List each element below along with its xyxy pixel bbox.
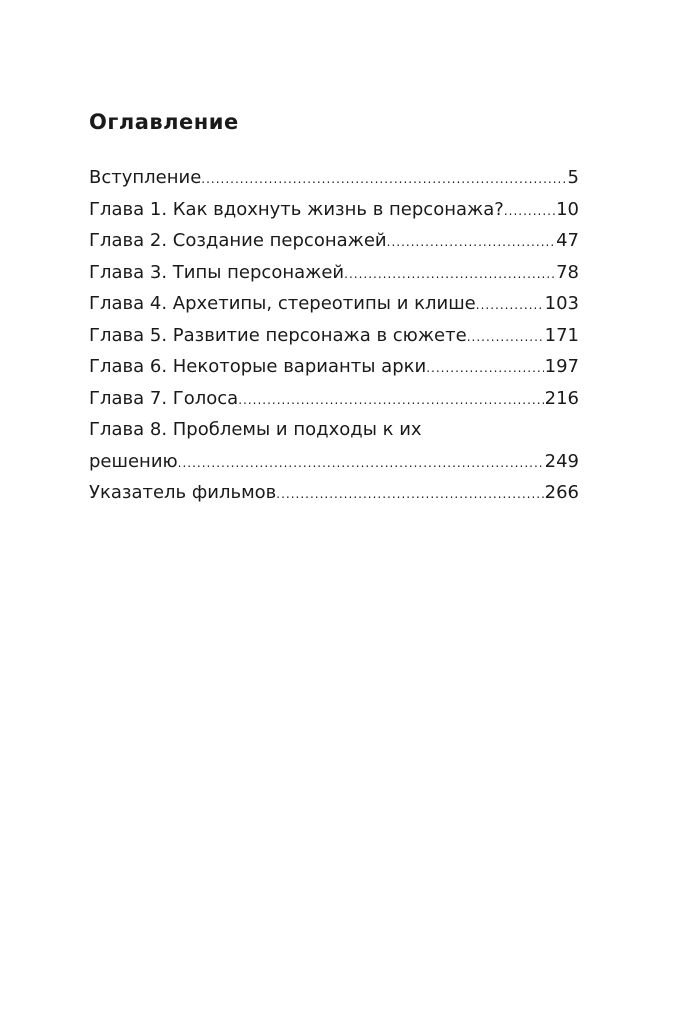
toc-entry[interactable]: Глава 5. Развитие персонажа в сюжете 171 — [89, 325, 579, 357]
toc-label: Глава 3. Типы персонажей — [89, 261, 345, 283]
toc-entry[interactable]: Глава 7. Голоса 216 — [89, 388, 579, 420]
toc-label: Глава 4. Архетипы, стереотипы и клише — [89, 293, 476, 314]
toc-label: Глава 2. Создание персонажей — [89, 230, 387, 251]
leader-dots — [178, 456, 544, 470]
leader-dots — [476, 298, 544, 312]
toc-label: Глава 8. Проблемы и подходы к их — [89, 419, 422, 440]
toc-page: 10 — [556, 198, 579, 220]
leader-dots — [344, 267, 555, 281]
toc-page: 47 — [556, 230, 579, 251]
toc-entry[interactable]: Глава 8. Проблемы и подходы к их — [89, 419, 579, 451]
table-of-contents: Вступление 5 Глава 1. Как вдохнуть жизнь … — [89, 167, 579, 514]
leader-dots — [504, 204, 555, 218]
leader-dots — [426, 361, 543, 375]
toc-label: Глава 5. Развитие персонажа в сюжете — [89, 324, 467, 346]
leader-dots — [238, 393, 543, 407]
toc-entry[interactable]: Глава 1. Как вдохнуть жизнь в персонажа?… — [89, 199, 579, 231]
page-title: Оглавление — [89, 110, 239, 134]
leader-dots — [467, 330, 544, 344]
toc-page: 266 — [544, 482, 579, 503]
toc-entry[interactable]: Вступление 5 — [89, 167, 579, 199]
toc-page: 197 — [544, 356, 579, 377]
toc-entry[interactable]: Указатель фильмов 266 — [89, 482, 579, 514]
toc-entry-continued[interactable]: решению 249 — [89, 451, 579, 483]
toc-label: Глава 1. Как вдохнуть жизнь в персонажа? — [89, 198, 504, 220]
toc-entry[interactable]: Глава 3. Типы персонажей 78 — [89, 262, 579, 294]
leader-dots — [387, 235, 555, 249]
toc-page: 249 — [544, 450, 579, 472]
leader-dots — [201, 172, 566, 186]
toc-label: Указатель фильмов — [89, 482, 277, 503]
toc-entry[interactable]: Глава 6. Некоторые варианты арки 197 — [89, 356, 579, 388]
toc-label: Глава 6. Некоторые варианты арки — [89, 356, 427, 377]
toc-entry[interactable]: Глава 2. Создание персонажей 47 — [89, 230, 579, 262]
toc-label: Глава 7. Голоса — [89, 387, 239, 409]
leader-dots — [276, 487, 543, 501]
toc-page: 216 — [544, 387, 579, 409]
toc-page: 5 — [567, 167, 579, 188]
toc-page: 78 — [556, 261, 579, 283]
toc-page: 171 — [544, 324, 579, 346]
toc-page: 103 — [544, 293, 579, 314]
toc-entry[interactable]: Глава 4. Архетипы, стереотипы и клише 103 — [89, 293, 579, 325]
toc-label: решению — [89, 450, 178, 472]
toc-label: Вступление — [89, 167, 202, 188]
